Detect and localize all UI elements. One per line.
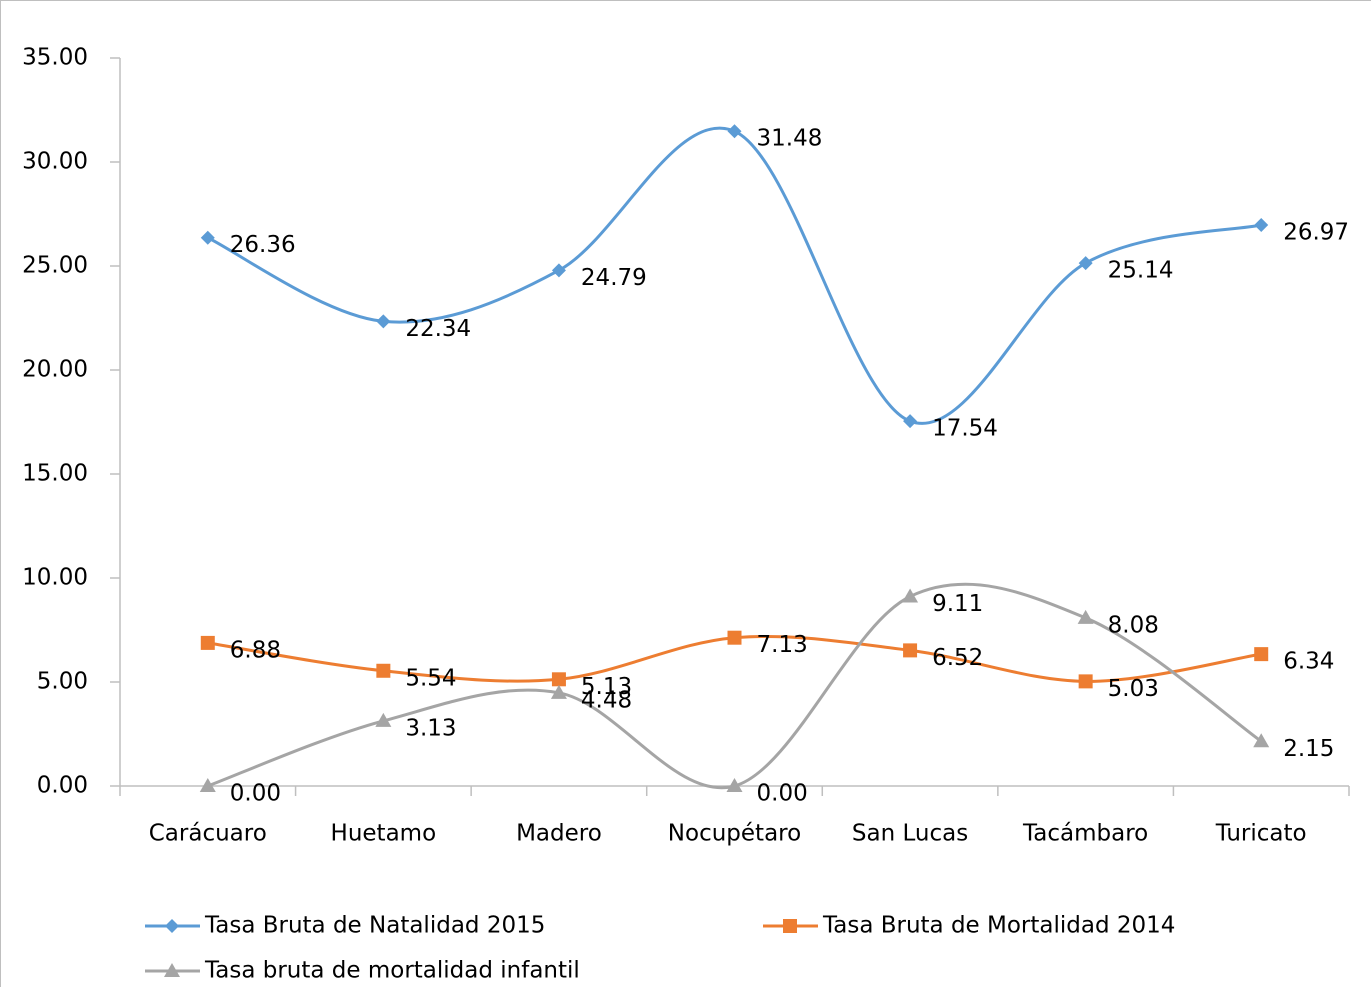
x-tick-label: San Lucas [852, 821, 968, 847]
x-tick-label: Tacámbaro [1022, 821, 1148, 847]
data-label: 6.88 [230, 637, 281, 663]
data-label: 4.48 [581, 687, 632, 713]
data-label: 5.54 [405, 665, 456, 691]
legend-marker [783, 919, 797, 933]
data-point [551, 672, 566, 687]
data-point [727, 630, 742, 645]
data-label: 25.14 [1108, 258, 1174, 284]
data-label: 3.13 [405, 715, 456, 741]
data-point [550, 684, 567, 699]
data-label: 26.36 [230, 232, 296, 258]
data-point [200, 230, 215, 245]
legend-marker [164, 963, 180, 977]
data-point [376, 663, 391, 678]
y-tick-label: 25.00 [22, 253, 88, 279]
legend-marker [165, 919, 179, 933]
data-label: 0.00 [230, 781, 281, 807]
series-line [207, 126, 1262, 425]
y-tick-label: 30.00 [22, 149, 88, 175]
data-label: 5.03 [1108, 676, 1159, 702]
y-tick-label: 0.00 [37, 773, 88, 799]
legend-label: Tasa Bruta de Natalidad 2015 [204, 913, 545, 939]
data-point [1078, 256, 1093, 271]
data-label: 2.15 [1283, 736, 1334, 762]
x-tick-label: Madero [516, 821, 602, 847]
y-tick-label: 5.00 [37, 669, 88, 695]
y-tick-label: 35.00 [22, 45, 88, 71]
data-point [1253, 733, 1270, 748]
data-label: 6.34 [1283, 649, 1334, 675]
data-label: 17.54 [932, 416, 998, 442]
data-label: 24.79 [581, 265, 647, 291]
data-point [1254, 647, 1269, 662]
data-label: 9.11 [932, 591, 983, 617]
data-label: 6.52 [932, 645, 983, 671]
data-label: 22.34 [405, 316, 471, 342]
x-tick-label: Turicato [1215, 821, 1307, 847]
y-tick-label: 10.00 [22, 565, 88, 591]
data-point [1078, 674, 1093, 689]
data-label: 7.13 [757, 632, 808, 658]
data-point [902, 588, 919, 603]
data-label: 0.00 [757, 781, 808, 807]
data-point [551, 263, 566, 278]
legend-label: Tasa Bruta de Mortalidad 2014 [822, 913, 1175, 939]
data-point [726, 778, 743, 792]
y-tick-label: 15.00 [22, 461, 88, 487]
data-point [903, 414, 918, 429]
data-point [199, 778, 216, 792]
data-label: 31.48 [757, 126, 823, 152]
y-tick-label: 20.00 [22, 357, 88, 383]
data-label: 8.08 [1108, 612, 1159, 638]
data-label: 26.97 [1283, 220, 1349, 246]
data-label: 5.13 [581, 674, 632, 700]
data-point [1254, 218, 1269, 233]
series-line [207, 582, 1263, 790]
data-point [727, 124, 742, 139]
x-tick-label: Huetamo [331, 821, 437, 847]
legend-label: Tasa bruta de mortalidad infantil [204, 958, 580, 984]
x-tick-label: Nocupétaro [668, 821, 801, 847]
data-point [200, 635, 215, 650]
data-point [1077, 609, 1094, 624]
x-tick-label: Carácuaro [149, 821, 267, 847]
data-point [903, 643, 918, 658]
data-point [376, 314, 391, 329]
data-point [375, 712, 392, 727]
